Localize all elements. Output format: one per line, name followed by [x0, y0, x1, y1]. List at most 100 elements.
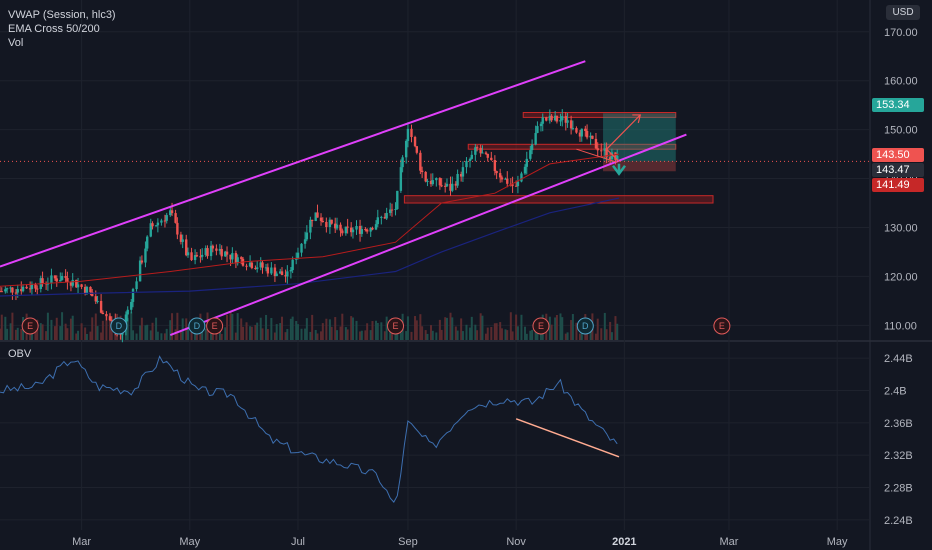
earnings-badge[interactable]: E [532, 317, 550, 335]
volume-bar [479, 313, 482, 340]
volume-bar [506, 330, 509, 340]
volume-bar [484, 333, 487, 340]
support-zone [403, 195, 714, 204]
legend-vwap[interactable]: VWAP (Session, hlc3) [8, 9, 116, 21]
candle-body [5, 288, 9, 290]
earnings-badge[interactable]: E [21, 317, 39, 335]
earnings-badge[interactable]: E [713, 317, 731, 335]
legend-ema-cross[interactable]: EMA Cross 50/200 [8, 23, 100, 35]
candle-body [50, 275, 53, 284]
candle-body [486, 153, 489, 158]
candle-body [410, 128, 413, 138]
volume-bar [509, 312, 512, 340]
volume-bar [64, 323, 67, 340]
candle-body [498, 173, 502, 178]
volume-bar [524, 326, 527, 340]
volume-bar [108, 314, 111, 340]
candle-body [449, 183, 452, 191]
candle-body [328, 219, 332, 227]
volume-bar [375, 320, 378, 340]
time-tick-label: May [179, 536, 200, 548]
volume-bar [548, 316, 551, 340]
indicator-legend[interactable]: VWAP (Session, hlc3) EMA Cross 50/200 Vo… [8, 8, 116, 50]
candle-body [555, 115, 559, 122]
candle-body [20, 289, 23, 292]
volume-bar [273, 332, 276, 340]
candle-body [66, 277, 69, 283]
obv-tick-label: 2.32B [884, 450, 913, 462]
candle-body [406, 128, 410, 141]
badge-letter: D [582, 321, 589, 331]
volume-bar [311, 314, 314, 340]
projection-arrow [606, 114, 641, 150]
volume-bar [516, 326, 519, 340]
time-tick-label: Jul [291, 536, 305, 548]
volume-bar [564, 333, 567, 340]
earnings-badge[interactable]: E [387, 317, 405, 335]
candle-body [144, 248, 147, 263]
green-arrow-marker [612, 163, 627, 176]
volume-bar [4, 316, 7, 340]
legend-volume[interactable]: Vol [8, 37, 24, 49]
volume-bar [265, 314, 268, 340]
candle-body [218, 249, 222, 251]
volume-bar [241, 326, 244, 340]
volume-bar [304, 328, 307, 340]
candle-body [254, 268, 257, 270]
candle-body [0, 291, 3, 293]
candle-body [130, 301, 133, 310]
candle-body [75, 279, 78, 288]
badge-letter: E [719, 321, 725, 331]
candle-body [530, 144, 534, 151]
candle-body [591, 135, 594, 139]
dividend-badge[interactable]: D [110, 317, 128, 335]
candle-body [511, 184, 514, 186]
candle-body [225, 251, 229, 255]
candle-body [355, 226, 358, 230]
channel-lower-line [169, 133, 687, 337]
candle-body [589, 135, 592, 138]
dividend-badge[interactable]: D [188, 317, 206, 335]
volume-bar [515, 314, 518, 340]
candle-body [374, 224, 378, 230]
drawing-lines[interactable] [0, 60, 870, 458]
currency-badge[interactable]: USD [886, 5, 920, 20]
volume-bar [470, 316, 473, 340]
candle-body [580, 128, 583, 137]
volume-bar [325, 318, 328, 340]
volume-bar [344, 327, 347, 340]
candle-body [80, 284, 83, 287]
candle-body [346, 226, 349, 228]
candle-body [585, 130, 589, 138]
obv-legend[interactable]: OBV [8, 348, 32, 360]
volume-bar [149, 330, 152, 340]
volume-bar [575, 322, 578, 340]
candle-body [415, 146, 419, 153]
badge-circle [713, 317, 731, 335]
volume-bar [314, 329, 317, 340]
volume-bar [16, 327, 19, 340]
candle-body [305, 232, 309, 240]
candle-body [314, 212, 317, 221]
candle-body [451, 183, 454, 191]
volume-bar [135, 333, 138, 340]
candle-body [126, 309, 129, 315]
volume-bar [449, 312, 452, 340]
volume-bar [160, 333, 163, 340]
volume-bar [456, 330, 459, 340]
candle-body [36, 288, 39, 290]
volume-bar [195, 330, 198, 340]
candle-body [369, 227, 372, 232]
candle-body [264, 267, 268, 269]
dividend-badge[interactable]: D [576, 317, 594, 335]
earnings-badge[interactable]: E [206, 317, 224, 335]
volume-bar [50, 319, 53, 340]
candle-body [468, 158, 472, 162]
candle-body [376, 217, 379, 225]
candle-body [500, 177, 504, 180]
volume-bar [406, 316, 409, 340]
candle-body [174, 213, 177, 223]
